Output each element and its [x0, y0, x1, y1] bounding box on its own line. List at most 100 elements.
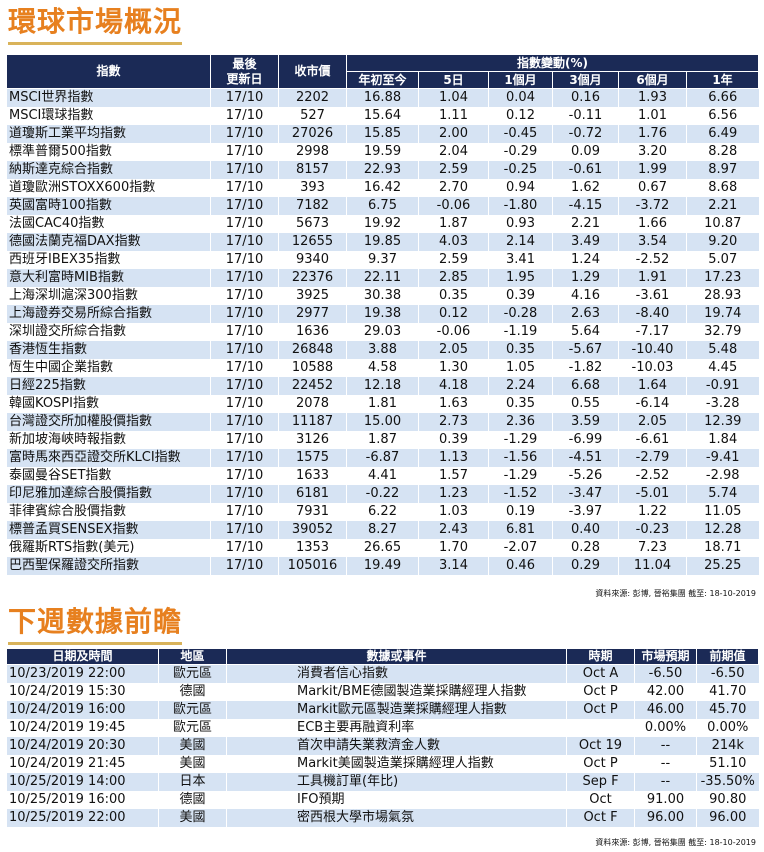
5d-cell: 1.70 [418, 539, 489, 557]
ytd-cell: 30.38 [346, 287, 419, 305]
header-ytd: 年初至今 [346, 71, 419, 89]
index-name-cell: 納斯達克綜合指數 [6, 161, 211, 179]
event-cell: 密西根大學市場氣氛 [226, 809, 567, 827]
index-name-cell: 意大利富時MIB指數 [6, 269, 211, 287]
datetime-cell: 10/24/2019 15:30 [6, 683, 159, 701]
close-cell: 393 [278, 179, 347, 197]
1m-cell: -0.29 [488, 143, 553, 161]
table-row: 上海深圳滬深300指數 17/10 3925 30.38 0.35 0.39 4.16 -3.… [6, 287, 759, 305]
1m-cell: 0.94 [488, 179, 553, 197]
1y-cell: 6.56 [686, 107, 759, 125]
5d-cell: 1.63 [418, 395, 489, 413]
5d-cell: 1.87 [418, 215, 489, 233]
ytd-cell: 15.64 [346, 107, 419, 125]
1m-cell: -0.28 [488, 305, 553, 323]
close-cell: 39052 [278, 521, 347, 539]
ytd-cell: 16.42 [346, 179, 419, 197]
1m-cell: 0.46 [488, 557, 553, 575]
region-cell: 歐元區 [158, 719, 227, 737]
1y-cell: 12.28 [686, 521, 759, 539]
1y-cell: -2.98 [686, 467, 759, 485]
1y-cell: 18.71 [686, 539, 759, 557]
index-name-cell: 台灣證交所加權股價指數 [6, 413, 211, 431]
1m-cell: 0.12 [488, 107, 553, 125]
forecast-cell: 91.00 [634, 791, 697, 809]
ytd-cell: 19.59 [346, 143, 419, 161]
1y-cell: 8.28 [686, 143, 759, 161]
markets-title: 環球市場概況 [8, 4, 183, 45]
period-cell: Oct P [566, 701, 635, 719]
5d-cell: 0.12 [418, 305, 489, 323]
table-row: MSCI環球指數 17/10 527 15.64 1.11 0.12 -0.11 1.01 6.… [6, 107, 759, 125]
5d-cell: 2.04 [418, 143, 489, 161]
ytd-cell: -0.22 [346, 485, 419, 503]
index-name-cell: 上海證券交易所綜合指數 [6, 305, 211, 323]
close-cell: 10588 [278, 359, 347, 377]
3m-cell: -6.99 [552, 431, 619, 449]
ytd-cell: 6.22 [346, 503, 419, 521]
index-name-cell: 上海深圳滬深300指數 [6, 287, 211, 305]
3m-cell: 0.29 [552, 557, 619, 575]
index-name-cell: 泰國曼谷SET指數 [6, 467, 211, 485]
1m-cell: 2.36 [488, 413, 553, 431]
5d-cell: 4.18 [418, 377, 489, 395]
ytd-cell: 19.85 [346, 233, 419, 251]
header-1m: 1個月 [488, 71, 553, 89]
close-cell: 1353 [278, 539, 347, 557]
forecast-cell: -- [634, 773, 697, 791]
1m-cell: 0.35 [488, 341, 553, 359]
last-update-cell: 17/10 [210, 287, 279, 305]
header-1y: 1年 [686, 71, 759, 89]
table-row: 深圳證交所綜合指數 17/10 1636 29.03 -0.06 -1.19 5.64 -7.… [6, 323, 759, 341]
event-cell: Markit/BME德國製造業採購經理人指數 [226, 683, 567, 701]
index-name-cell: 道瓊斯工業平均指數 [6, 125, 211, 143]
close-cell: 11187 [278, 413, 347, 431]
close-cell: 2078 [278, 395, 347, 413]
datetime-cell: 10/23/2019 22:00 [6, 664, 159, 683]
6m-cell: 3.20 [618, 143, 687, 161]
forecast-cell: 96.00 [634, 809, 697, 827]
1m-cell: 0.19 [488, 503, 553, 521]
datetime-cell: 10/24/2019 19:45 [6, 719, 159, 737]
1y-cell: 1.84 [686, 431, 759, 449]
index-name-cell: 印尼雅加達綜合股價指數 [6, 485, 211, 503]
5d-cell: 1.04 [418, 88, 489, 107]
3m-cell: 1.62 [552, 179, 619, 197]
6m-cell: -7.17 [618, 323, 687, 341]
5d-cell: 1.13 [418, 449, 489, 467]
header-index: 指數 [6, 54, 211, 89]
5d-cell: -0.06 [418, 323, 489, 341]
5d-cell: 1.57 [418, 467, 489, 485]
1y-cell: 10.87 [686, 215, 759, 233]
6m-cell: 1.66 [618, 215, 687, 233]
close-cell: 12655 [278, 233, 347, 251]
3m-cell: 6.68 [552, 377, 619, 395]
table-row: 上海證券交易所綜合指數 17/10 2977 19.38 0.12 -0.28 2.63 -8… [6, 305, 759, 323]
5d-cell: 2.05 [418, 341, 489, 359]
region-cell: 歐元區 [158, 701, 227, 719]
1y-cell: 5.74 [686, 485, 759, 503]
1m-cell: 2.24 [488, 377, 553, 395]
markets-table: 指數 最後 更新日 收市價 指數變動(%) 年初至今 5日 1個月 3個月 6個… [6, 54, 759, 575]
previous-cell: 45.70 [696, 701, 759, 719]
1m-cell: 0.04 [488, 88, 553, 107]
region-cell: 美國 [158, 809, 227, 827]
period-cell: Oct P [566, 755, 635, 773]
table-row: 10/25/2019 14:00 日本 工具機訂單(年比) Sep F -- -35.50… [6, 773, 759, 791]
6m-cell: -2.52 [618, 251, 687, 269]
5d-cell: 1.30 [418, 359, 489, 377]
table-row: 英國富時100指數 17/10 7182 6.75 -0.06 -1.80 -4.15 -3.… [6, 197, 759, 215]
index-name-cell: MSCI世界指數 [6, 88, 211, 107]
index-name-cell: 法國CAC40指數 [6, 215, 211, 233]
table-row: 德國法蘭克福DAX指數 17/10 12655 19.85 4.03 2.14 3.49 3.… [6, 233, 759, 251]
region-cell: 日本 [158, 773, 227, 791]
ytd-cell: 19.49 [346, 557, 419, 575]
1y-cell: 6.49 [686, 125, 759, 143]
table-row: 10/24/2019 19:45 歐元區 ECB主要再融資利率 0.00% 0.00% [6, 719, 759, 737]
6m-cell: 1.91 [618, 269, 687, 287]
close-cell: 26848 [278, 341, 347, 359]
event-cell: 消費者信心指數 [226, 664, 567, 683]
6m-cell: 1.93 [618, 88, 687, 107]
3m-cell: 0.28 [552, 539, 619, 557]
1m-cell: -1.56 [488, 449, 553, 467]
